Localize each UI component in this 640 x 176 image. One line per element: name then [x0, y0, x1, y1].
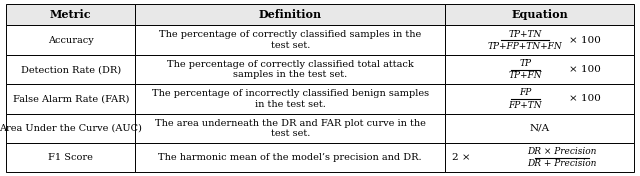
Bar	[445, 55, 634, 84]
Text: TP+FP+TN+FN: TP+FP+TN+FN	[488, 42, 563, 51]
Text: N/A: N/A	[529, 124, 550, 133]
Text: TP: TP	[520, 59, 531, 68]
Text: TP+TN: TP+TN	[509, 30, 542, 39]
Bar	[445, 143, 634, 172]
Bar	[6, 143, 135, 172]
Text: TP+FN: TP+FN	[509, 71, 542, 80]
Bar	[135, 143, 445, 172]
Bar	[135, 55, 445, 84]
Text: The harmonic mean of the model’s precision and DR.: The harmonic mean of the model’s precisi…	[158, 153, 422, 162]
Bar	[135, 114, 445, 143]
Text: DR + Precision: DR + Precision	[527, 159, 596, 168]
Text: Area Under the Curve (AUC): Area Under the Curve (AUC)	[0, 124, 142, 133]
Text: 2 ×: 2 ×	[452, 153, 470, 162]
Text: × 100: × 100	[569, 36, 601, 45]
Text: Equation: Equation	[511, 9, 568, 20]
Bar	[445, 84, 634, 114]
Text: FP+TN: FP+TN	[509, 101, 542, 110]
Text: F1 Score: F1 Score	[48, 153, 93, 162]
Text: Definition: Definition	[259, 9, 322, 20]
Bar	[6, 114, 135, 143]
Text: False Alarm Rate (FAR): False Alarm Rate (FAR)	[13, 95, 129, 103]
Text: The percentage of correctly classified samples in the
test set.: The percentage of correctly classified s…	[159, 30, 421, 50]
Text: The area underneath the DR and FAR plot curve in the
test set.: The area underneath the DR and FAR plot …	[155, 119, 426, 138]
Text: Accuracy: Accuracy	[48, 36, 93, 45]
Bar	[445, 26, 634, 55]
Text: FP: FP	[519, 88, 532, 97]
Bar	[6, 4, 135, 26]
Text: Metric: Metric	[50, 9, 92, 20]
Bar	[6, 55, 135, 84]
Text: The percentage of incorrectly classified benign samples
in the test set.: The percentage of incorrectly classified…	[152, 89, 429, 109]
Bar	[135, 84, 445, 114]
Text: × 100: × 100	[569, 95, 601, 103]
Text: Detection Rate (DR): Detection Rate (DR)	[20, 65, 121, 74]
Bar	[445, 4, 634, 26]
Bar	[6, 26, 135, 55]
Text: × 100: × 100	[569, 65, 601, 74]
Text: DR × Precision: DR × Precision	[527, 147, 596, 156]
Bar	[445, 114, 634, 143]
Text: The percentage of correctly classified total attack
samples in the test set.: The percentage of correctly classified t…	[167, 60, 413, 79]
Bar	[135, 26, 445, 55]
Bar	[135, 4, 445, 26]
Bar	[6, 84, 135, 114]
